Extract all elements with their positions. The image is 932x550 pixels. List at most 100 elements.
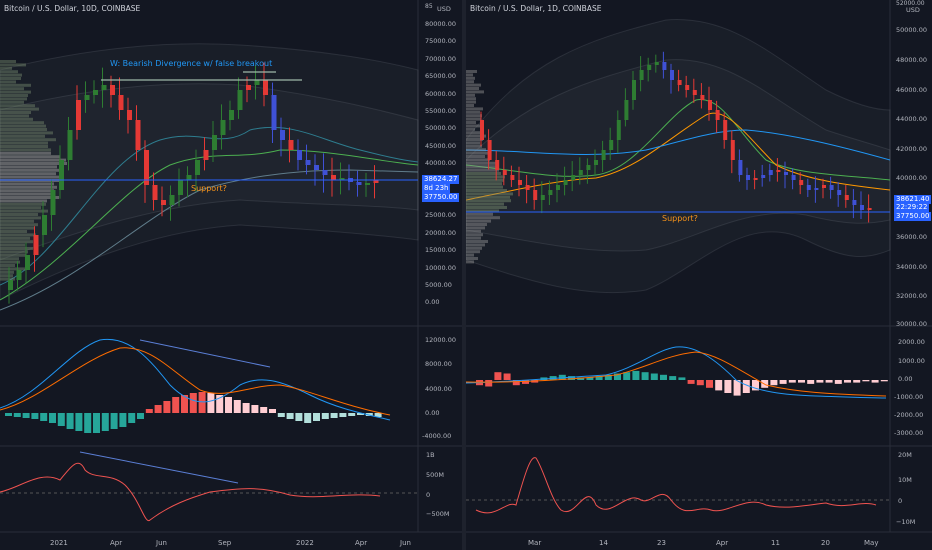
volume-profile-bar (466, 138, 483, 141)
right-support-annotation: Support? (662, 214, 698, 223)
volume-profile-bar (0, 219, 34, 223)
band-area (0, 43, 419, 301)
volume-profile-bar (0, 100, 24, 104)
price-tick-label: 48000.00 (896, 56, 928, 64)
macd-histogram-bar (13, 413, 21, 417)
volume-profile-bar (466, 158, 490, 162)
volume-profile-bar (466, 117, 481, 121)
volume-profile-bar (466, 260, 474, 264)
candle-body (601, 150, 606, 160)
price-tick-label: 0.00 (425, 298, 440, 307)
candle-body (677, 80, 682, 85)
volume-profile-bar (466, 100, 476, 104)
volume-tick-label: 500M (426, 471, 445, 479)
volume-profile-bar (0, 121, 44, 125)
left-divergence-annotation: W: Bearish Divergence w/ false breakout (110, 59, 273, 68)
volume-profile-bar (0, 260, 20, 264)
candle-body (670, 70, 674, 80)
candle-body (510, 175, 515, 180)
left-chart-canvas[interactable] (0, 0, 462, 550)
candle-body (495, 160, 500, 170)
volume-profile-bar (0, 250, 28, 254)
candle-body (186, 175, 192, 180)
price-tick-label: 60000.00 (425, 89, 457, 98)
left-support-annotation: Support? (191, 184, 227, 193)
volume-profile-bar (466, 121, 476, 124)
candle-body (229, 110, 234, 120)
volume-profile-bar (0, 90, 31, 94)
macd-histogram-bar (485, 380, 493, 387)
price-tick-label: 32000.00 (896, 292, 928, 300)
left-chart-panel[interactable]: Bitcoin / U.S. Dollar, 10D, COINBASE 85 … (0, 0, 462, 550)
volume-profile-bar (466, 107, 483, 111)
right-chart-panel[interactable]: Bitcoin / U.S. Dollar, 1D, COINBASE 5200… (466, 0, 932, 550)
volume-profile-bar (466, 185, 503, 189)
date-tick-label: Mar (528, 539, 542, 547)
volume-profile-bar (466, 155, 485, 158)
volume-profile-bar (0, 189, 54, 193)
macd-histogram-bar (733, 380, 741, 396)
candle-body (632, 80, 636, 100)
macd-histogram-bar (862, 380, 870, 382)
candle-body (93, 90, 98, 95)
volume-profile-bar (0, 185, 57, 189)
macd-histogram-bar (93, 413, 100, 433)
macd-histogram-bar (49, 413, 56, 423)
candle-body (195, 160, 200, 175)
right-chart-canvas[interactable] (466, 0, 932, 550)
macd-histogram-bar (233, 400, 241, 413)
macd-tick-label: 2000.00 (898, 338, 925, 346)
candle-body (609, 140, 614, 150)
volume-profile-bar (466, 257, 478, 260)
volume-profile-bar (466, 236, 481, 240)
candle-body (322, 170, 328, 175)
candle-body (314, 165, 319, 170)
macd-histogram-bar (22, 413, 30, 418)
candle-body (624, 100, 629, 120)
candle-body (135, 120, 141, 150)
macd-histogram-bar (207, 393, 215, 413)
candle-body (814, 188, 819, 190)
candle-body (101, 85, 107, 90)
price-tick-label: 20000.00 (425, 228, 457, 237)
date-tick-label: 14 (599, 539, 608, 547)
volume-profile-bar (0, 168, 62, 172)
candle-body (212, 135, 217, 150)
volume-profile-bar (466, 131, 482, 135)
candle-body (356, 182, 362, 185)
candle-body (271, 95, 277, 130)
date-tick-label: Jun (156, 539, 167, 547)
price-tick-label: 15000.00 (425, 246, 457, 255)
candle-body (161, 200, 166, 205)
candle-body (692, 90, 697, 95)
volume-profile-bar (0, 145, 48, 148)
volume-profile-bar (0, 270, 14, 274)
macd-tick-label: 1000.00 (898, 357, 925, 365)
macd-histogram-bar (641, 372, 649, 380)
candle-body (33, 235, 39, 255)
candle-body (616, 120, 621, 140)
panel-divider[interactable] (462, 0, 466, 550)
macd-histogram-bar (687, 380, 695, 384)
candle-body (556, 185, 560, 190)
candle-body (844, 195, 849, 200)
volume-profile-bar (466, 104, 474, 107)
volume-profile-bar (466, 195, 510, 199)
oscillator-divergence-arrow (79, 451, 239, 484)
macd-histogram-bar (145, 409, 153, 413)
macd-histogram-bar (660, 374, 667, 380)
price-tick-label: 50000.00 (896, 26, 928, 34)
volume-tick-label: −500M (426, 510, 450, 518)
macd-histogram-bar (844, 380, 851, 383)
macd-histogram-bar (669, 376, 677, 380)
macd-histogram-bar (752, 380, 759, 391)
candle-body (288, 140, 294, 150)
moving-average-line (0, 169, 419, 311)
candle-body (837, 190, 842, 195)
candle-body (753, 178, 758, 180)
candle-body (127, 110, 132, 120)
volume-profile-bar (466, 243, 485, 247)
volume-profile-bar (0, 206, 41, 210)
volume-profile-bar (0, 165, 57, 169)
volume-profile-bar (466, 93, 475, 97)
